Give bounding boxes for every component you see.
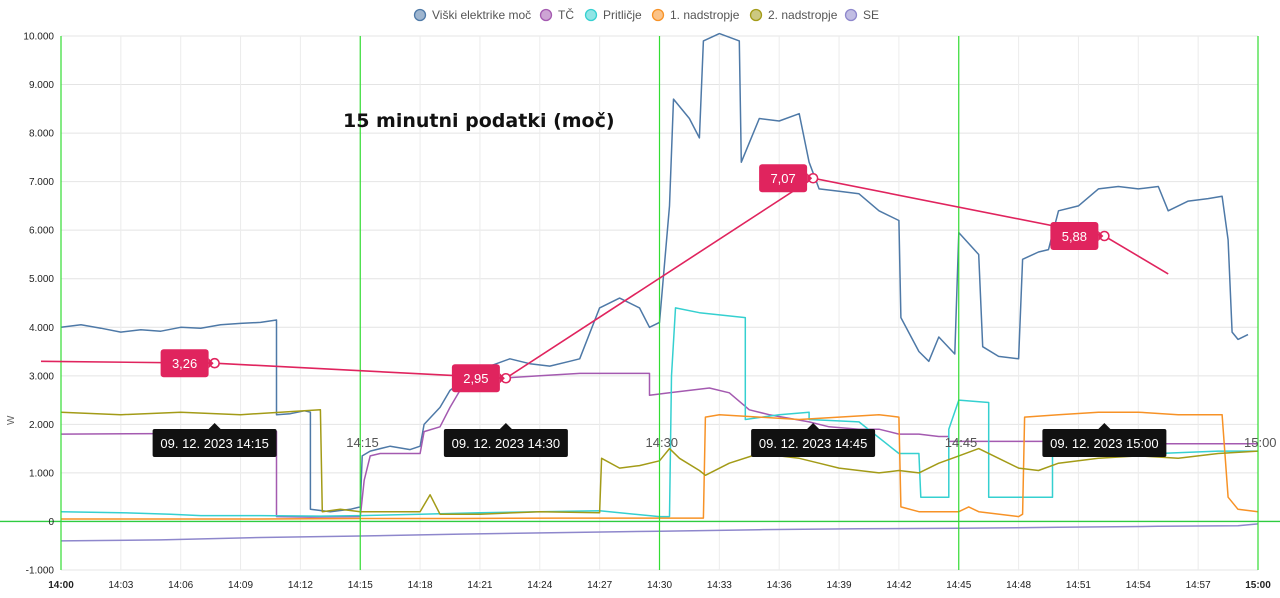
x-tick-label: 14:54 xyxy=(1126,580,1151,591)
y-tick-label: -1.000 xyxy=(26,566,55,577)
y-tick-label: 9.000 xyxy=(29,80,54,91)
legend-item-label[interactable]: Pritličje xyxy=(603,8,642,22)
y-tick-label: 2.000 xyxy=(29,420,54,431)
x-tick-label: 14:00 xyxy=(48,580,74,591)
legend-item-label[interactable]: SE xyxy=(863,8,879,22)
tooltip-box xyxy=(1042,429,1167,457)
legend-item-label[interactable]: Viški elektrike moč xyxy=(432,8,531,22)
tooltip-pointer xyxy=(499,423,512,429)
legend-marker[interactable] xyxy=(584,8,598,22)
x-tick-label: 14:27 xyxy=(587,580,612,591)
legend-marker[interactable] xyxy=(539,8,553,22)
y-tick-label: 5.000 xyxy=(29,274,54,285)
tooltip-label: 09. 12. 2023 14:30 xyxy=(452,436,560,451)
tooltip-pointer xyxy=(1098,423,1111,429)
series-line xyxy=(61,411,1259,520)
time-marker-label: 15:00 xyxy=(1244,435,1277,450)
legend-item-label[interactable]: 1. nadstropje xyxy=(670,8,740,22)
x-tick-label: 14:15 xyxy=(348,580,373,591)
legend-marker[interactable] xyxy=(749,8,763,22)
y-tick-label: 7.000 xyxy=(29,177,54,188)
y-tick-label: 0 xyxy=(48,517,54,528)
trend-value-badge xyxy=(1050,222,1099,251)
chart-title: 15 minutni podatki (moč) xyxy=(343,110,615,132)
trend-value-badge xyxy=(759,164,808,193)
tooltip-pointer xyxy=(807,423,820,429)
y-tick-label: 6.000 xyxy=(29,226,54,237)
x-tick-label: 14:18 xyxy=(408,580,433,591)
x-tick-label: 14:06 xyxy=(168,580,193,591)
trend-value-badge xyxy=(160,349,209,378)
trend-value-label: 5,88 xyxy=(1062,229,1087,244)
x-tick-label: 14:12 xyxy=(288,580,313,591)
legend-item-label[interactable]: 2. nadstropje xyxy=(768,8,838,22)
trend-value-label: 7,07 xyxy=(770,171,795,186)
y-tick-label: 4.000 xyxy=(29,323,54,334)
y-tick-label: 8.000 xyxy=(29,129,54,140)
x-tick-label: 14:48 xyxy=(1006,580,1031,591)
x-tick-label: 14:24 xyxy=(527,580,552,591)
legend-marker[interactable] xyxy=(413,8,427,22)
series-line xyxy=(60,523,1259,542)
tooltip-label: 09. 12. 2023 15:00 xyxy=(1050,436,1158,451)
trend-value-label: 3,26 xyxy=(172,356,197,371)
x-tick-label: 14:36 xyxy=(767,580,792,591)
y-tick-label: 10.000 xyxy=(23,32,54,43)
time-marker-label: 14:15 xyxy=(346,435,379,450)
x-tick-label: 14:45 xyxy=(946,580,971,591)
legend-item-label[interactable]: TČ xyxy=(558,7,574,22)
x-tick-label: 15:00 xyxy=(1245,580,1271,591)
x-tick-label: 14:33 xyxy=(707,580,732,591)
trend-badge-pointer xyxy=(807,173,813,184)
legend-marker[interactable] xyxy=(651,8,665,22)
tooltip-label: 09. 12. 2023 14:15 xyxy=(160,436,268,451)
x-tick-label: 14:03 xyxy=(108,580,133,591)
trend-badge-pointer xyxy=(208,358,214,369)
legend-marker[interactable] xyxy=(844,8,858,22)
series-line xyxy=(60,372,1258,518)
y-tick-label: 3.000 xyxy=(29,371,54,382)
x-tick-label: 14:21 xyxy=(467,580,492,591)
x-tick-label: 14:51 xyxy=(1066,580,1091,591)
x-tick-label: 14:57 xyxy=(1186,580,1211,591)
trend-badge-pointer xyxy=(1098,231,1104,242)
y-tick-label: 1.000 xyxy=(29,468,54,479)
trend-value-badge xyxy=(451,364,500,393)
x-tick-label: 14:39 xyxy=(827,580,852,591)
time-marker-label: 14:30 xyxy=(646,435,679,450)
tooltip-box xyxy=(152,429,277,457)
x-tick-label: 14:30 xyxy=(647,580,672,591)
tooltip-pointer xyxy=(208,423,221,429)
x-tick-label: 14:09 xyxy=(228,580,253,591)
tooltip-box xyxy=(751,429,876,457)
trend-line xyxy=(40,177,1169,380)
y-axis-label: W xyxy=(6,415,17,425)
tooltip-box xyxy=(443,429,568,457)
trend-value-label: 2,95 xyxy=(463,371,488,386)
tooltip-label: 09. 12. 2023 14:45 xyxy=(759,436,867,451)
time-marker-label: 14:45 xyxy=(945,435,978,450)
x-tick-label: 14:42 xyxy=(886,580,911,591)
series-line xyxy=(60,409,1259,515)
trend-badge-pointer xyxy=(499,373,505,384)
